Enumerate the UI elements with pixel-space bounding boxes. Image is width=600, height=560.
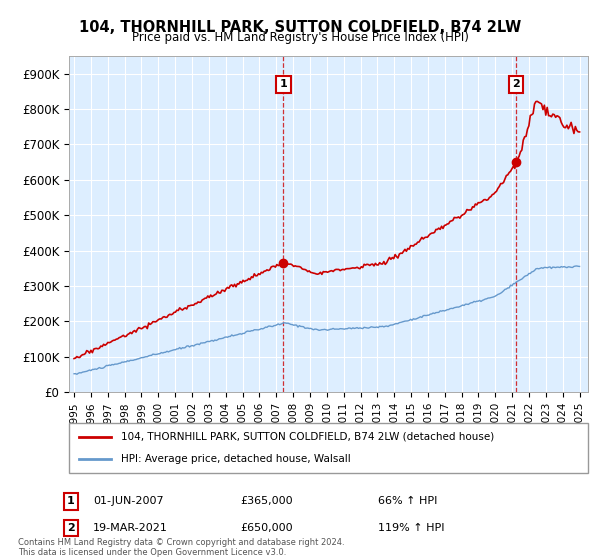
Text: Price paid vs. HM Land Registry's House Price Index (HPI): Price paid vs. HM Land Registry's House … — [131, 31, 469, 44]
Text: Contains HM Land Registry data © Crown copyright and database right 2024.
This d: Contains HM Land Registry data © Crown c… — [18, 538, 344, 557]
Text: 1: 1 — [280, 80, 287, 89]
Text: 119% ↑ HPI: 119% ↑ HPI — [378, 523, 445, 533]
Text: 66% ↑ HPI: 66% ↑ HPI — [378, 496, 437, 506]
Text: 104, THORNHILL PARK, SUTTON COLDFIELD, B74 2LW: 104, THORNHILL PARK, SUTTON COLDFIELD, B… — [79, 20, 521, 35]
Text: £650,000: £650,000 — [240, 523, 293, 533]
Text: 2: 2 — [67, 523, 74, 533]
FancyBboxPatch shape — [69, 423, 588, 473]
Text: 2: 2 — [512, 80, 520, 89]
Text: £365,000: £365,000 — [240, 496, 293, 506]
Text: 19-MAR-2021: 19-MAR-2021 — [93, 523, 168, 533]
Text: HPI: Average price, detached house, Walsall: HPI: Average price, detached house, Wals… — [121, 454, 350, 464]
Text: 104, THORNHILL PARK, SUTTON COLDFIELD, B74 2LW (detached house): 104, THORNHILL PARK, SUTTON COLDFIELD, B… — [121, 432, 494, 442]
Text: 1: 1 — [67, 496, 74, 506]
Text: 01-JUN-2007: 01-JUN-2007 — [93, 496, 164, 506]
